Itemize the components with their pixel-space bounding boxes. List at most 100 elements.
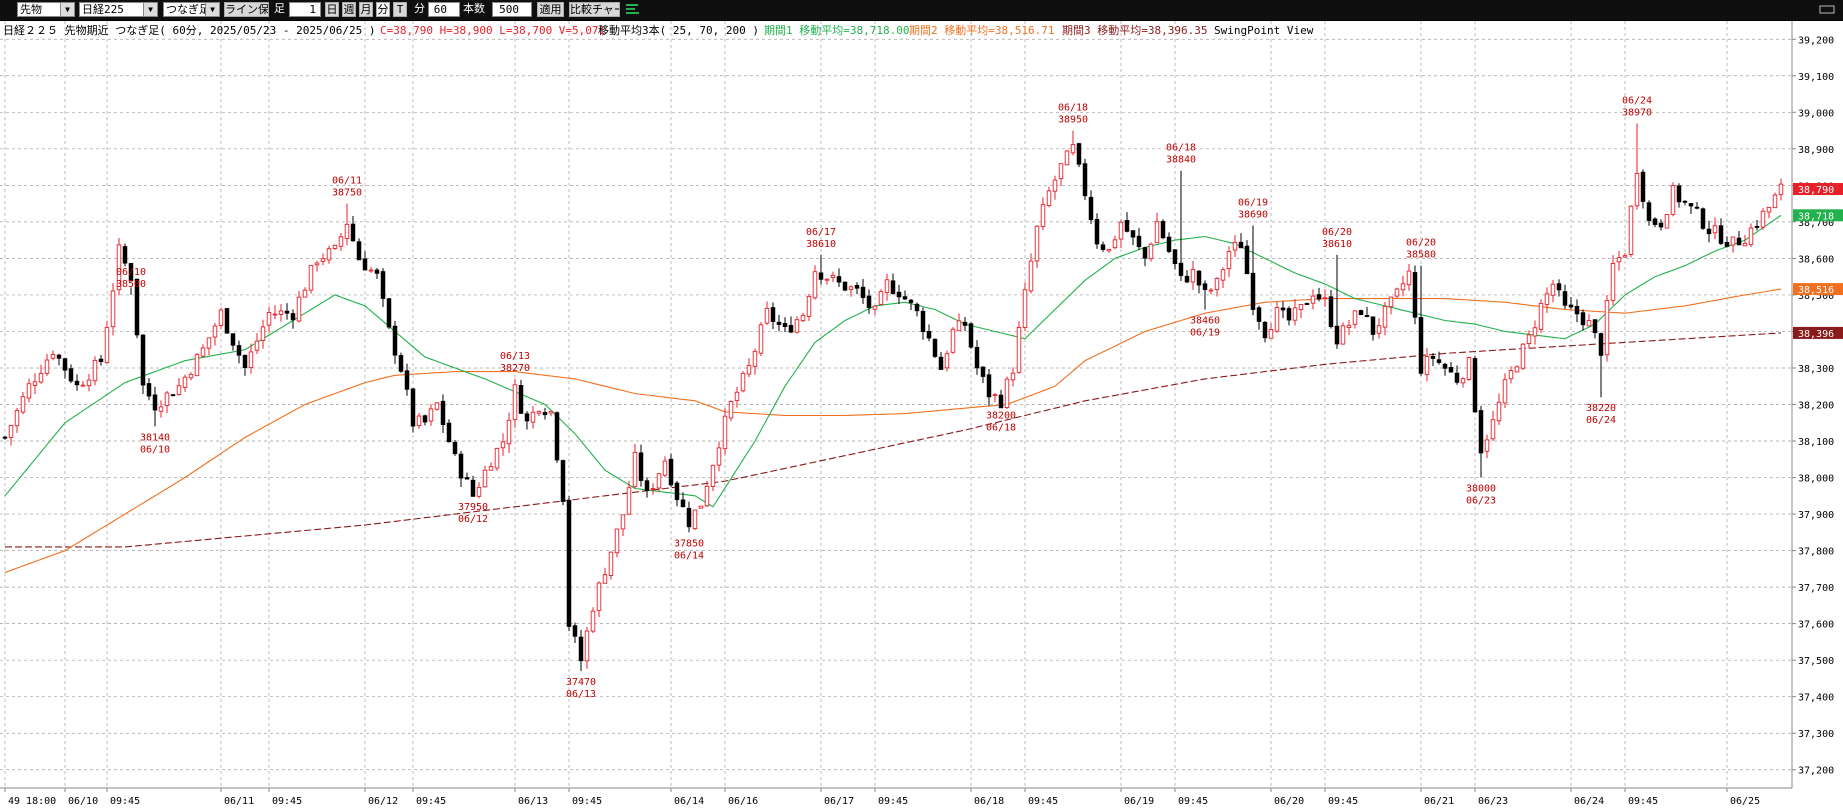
svg-text:37470: 37470	[566, 677, 596, 688]
day-button[interactable]: 日	[325, 2, 339, 17]
chart-grid	[0, 21, 1792, 788]
candle	[188, 372, 194, 381]
candle	[1304, 302, 1310, 305]
candle	[980, 366, 986, 384]
y-axis: 37,200 37,300 37,400 37,500 37,600 37,700 37,8…	[1792, 35, 1834, 777]
candle	[1232, 234, 1238, 258]
candle	[1598, 332, 1604, 398]
candle	[260, 319, 266, 349]
candle	[302, 287, 308, 298]
swing-point-labels: 06/10385003814006/1006/11387503795006/12…	[116, 95, 1652, 700]
candle	[1028, 253, 1034, 294]
candle	[1514, 365, 1520, 373]
candle	[1298, 303, 1304, 319]
candle	[620, 514, 626, 537]
candle	[14, 407, 20, 433]
candle	[1094, 213, 1100, 249]
candle	[824, 278, 830, 285]
candle	[1310, 289, 1316, 310]
svg-text:06/18: 06/18	[1166, 143, 1196, 154]
compare-chart-button[interactable]: 比較チャート	[569, 2, 620, 17]
candle	[1424, 348, 1430, 382]
indicator-bars-icon[interactable]	[625, 2, 641, 17]
candle	[314, 260, 320, 272]
candle	[1346, 320, 1352, 335]
candle	[1070, 130, 1076, 156]
candle	[1250, 225, 1256, 316]
interval-input[interactable]: 60	[428, 2, 460, 17]
candle	[296, 290, 302, 323]
market-select[interactable]: 先物 ▼	[17, 2, 75, 17]
candle	[644, 477, 650, 498]
chart-type-value: つなぎ足	[166, 3, 210, 16]
candle	[1088, 190, 1094, 225]
chart-type-select[interactable]: つなぎ足 ▼	[163, 2, 220, 17]
candle	[1634, 123, 1640, 210]
y-tick-label: 37,400	[1798, 693, 1834, 704]
candle	[410, 387, 416, 433]
candle	[524, 411, 530, 430]
svg-text:06/12: 06/12	[458, 514, 488, 525]
symbol-select[interactable]: 日経225 ▼	[79, 2, 158, 17]
candle	[788, 316, 794, 334]
candle	[536, 410, 542, 417]
window-restore-icon[interactable]	[1817, 3, 1837, 15]
symbol-select-value: 日経225	[82, 3, 124, 16]
candle	[704, 480, 710, 507]
apply-button[interactable]: 適用	[537, 2, 564, 17]
candle	[404, 363, 410, 396]
x-tick-label: 06/20	[1274, 796, 1304, 807]
candle	[830, 271, 836, 283]
week-button[interactable]: 週	[342, 2, 356, 17]
x-tick-label: 06/24	[1574, 796, 1604, 807]
candle	[968, 322, 974, 349]
bars-input[interactable]: 500	[492, 2, 532, 17]
candlestick-chart: 06/10385003814006/1006/11387503795006/12…	[0, 21, 1843, 812]
candle	[308, 264, 314, 294]
y-tick-label: 37,600	[1798, 620, 1834, 631]
candle	[1436, 351, 1442, 365]
candle	[1688, 203, 1694, 214]
market-select-value: 先物	[20, 3, 42, 16]
candle	[986, 369, 992, 406]
candle	[902, 290, 908, 300]
candle	[1754, 219, 1760, 231]
candle	[602, 567, 608, 584]
save-line-button[interactable]: ライン保存	[224, 2, 269, 17]
minute-button[interactable]: 分	[376, 2, 390, 17]
svg-text:06/20: 06/20	[1406, 238, 1436, 249]
candle	[350, 215, 356, 242]
candle	[2, 436, 8, 440]
candle	[734, 386, 740, 408]
tick-button[interactable]: T	[393, 2, 407, 17]
x-tick-label: 49 18:00	[8, 796, 56, 807]
candle	[80, 381, 86, 387]
candle	[476, 482, 482, 499]
candle	[1316, 287, 1322, 302]
candle	[362, 251, 368, 271]
svg-text:38580: 38580	[1406, 250, 1436, 261]
month-button[interactable]: 月	[359, 2, 373, 17]
candle	[1544, 287, 1550, 314]
ma3-line	[5, 332, 1782, 548]
svg-text:06/19: 06/19	[1238, 198, 1268, 209]
candle	[728, 400, 734, 421]
candle	[266, 306, 272, 333]
svg-text:06/10: 06/10	[140, 444, 170, 455]
svg-text:06/13: 06/13	[500, 351, 530, 362]
candle	[926, 324, 932, 342]
candle	[878, 289, 884, 305]
candle	[176, 377, 182, 396]
candle	[212, 322, 218, 346]
foot-count-input[interactable]: 1	[289, 2, 321, 17]
candle	[20, 392, 26, 415]
candle	[1034, 225, 1040, 269]
candle	[506, 412, 512, 453]
candle	[1556, 279, 1562, 297]
